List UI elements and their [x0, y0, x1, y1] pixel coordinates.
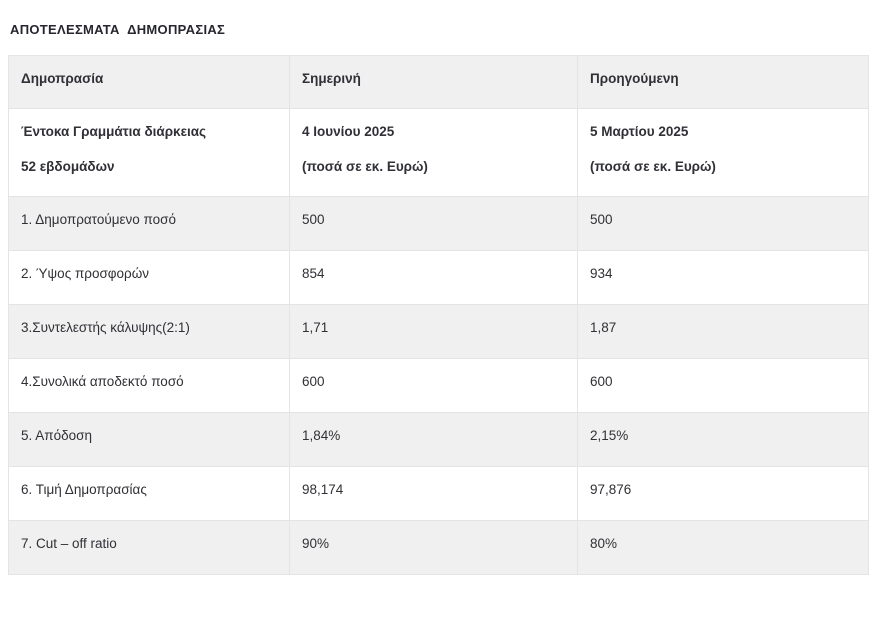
row-label: 3.Συντελεστής κάλυψης(2:1) [8, 304, 290, 359]
row-previous: 2,15% [577, 412, 869, 467]
current-auction-date: 4 Ιουνίου 2025 [302, 124, 395, 139]
table-row: 1. Δημοπρατούμενο ποσό 500 500 [8, 196, 869, 251]
subheader-instrument-cell: Έντοκα Γραμμάτια διάρκειας 52 εβδομάδων [8, 108, 290, 197]
page-title: ΑΠΟΤΕΛΕΣΜΑΤΑ ΔΗΜΟΠΡΑΣΙΑΣ [10, 22, 226, 37]
subheader-previous-date-cell: 5 Μαρτίου 2025 (ποσά σε εκ. Ευρώ) [577, 108, 869, 197]
column-header-auction: Δημοπρασία [8, 55, 290, 109]
row-label: 7. Cut – off ratio [8, 520, 290, 575]
row-label: 6. Τιμή Δημοπρασίας [8, 466, 290, 521]
row-current: 600 [289, 358, 578, 413]
subheader-current-date-cell: 4 Ιουνίου 2025 (ποσά σε εκ. Ευρώ) [289, 108, 578, 197]
column-header-previous: Προηγούμενη [577, 55, 869, 109]
row-current: 90% [289, 520, 578, 575]
table-row: 7. Cut – off ratio 90% 80% [8, 520, 869, 575]
table-row: 6. Τιμή Δημοπρασίας 98,174 97,876 [8, 466, 869, 521]
table-row: 3.Συντελεστής κάλυψης(2:1) 1,71 1,87 [8, 304, 869, 359]
auction-results-table: Δημοπρασία Σημερινή Προηγούμενη Έντοκα Γ… [8, 55, 869, 575]
row-label: 5. Απόδοση [8, 412, 290, 467]
previous-auction-date: 5 Μαρτίου 2025 [590, 124, 689, 139]
table-row: 4.Συνολικά αποδεκτό ποσό 600 600 [8, 358, 869, 413]
table-row: 2. Ύψος προσφορών 854 934 [8, 250, 869, 305]
row-previous: 500 [577, 196, 869, 251]
instrument-duration: 52 εβδομάδων [21, 159, 115, 174]
row-label: 1. Δημοπρατούμενο ποσό [8, 196, 290, 251]
row-current: 98,174 [289, 466, 578, 521]
table-header-row: Δημοπρασία Σημερινή Προηγούμενη [8, 55, 869, 109]
row-previous: 97,876 [577, 466, 869, 521]
row-label: 2. Ύψος προσφορών [8, 250, 290, 305]
row-previous: 934 [577, 250, 869, 305]
row-current: 1,84% [289, 412, 578, 467]
row-current: 854 [289, 250, 578, 305]
row-current: 500 [289, 196, 578, 251]
row-previous: 1,87 [577, 304, 869, 359]
current-amount-unit: (ποσά σε εκ. Ευρώ) [302, 159, 428, 174]
column-header-current: Σημερινή [289, 55, 578, 109]
table-subheader-row: Έντοκα Γραμμάτια διάρκειας 52 εβδομάδων … [8, 108, 869, 197]
row-previous: 600 [577, 358, 869, 413]
row-label: 4.Συνολικά αποδεκτό ποσό [8, 358, 290, 413]
row-previous: 80% [577, 520, 869, 575]
instrument-name: Έντοκα Γραμμάτια διάρκειας [21, 124, 207, 139]
row-current: 1,71 [289, 304, 578, 359]
table-row: 5. Απόδοση 1,84% 2,15% [8, 412, 869, 467]
previous-amount-unit: (ποσά σε εκ. Ευρώ) [590, 159, 716, 174]
